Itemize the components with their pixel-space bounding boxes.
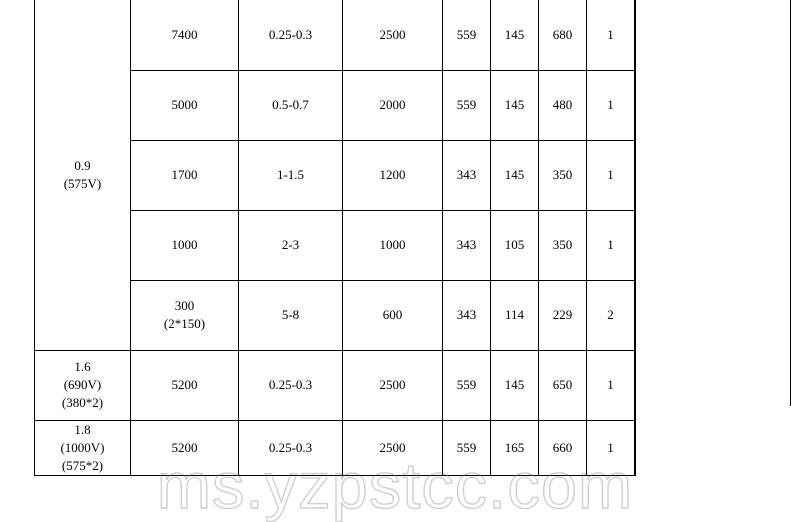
cell-c4: 343	[443, 210, 491, 280]
cell-c5: 145	[491, 350, 539, 420]
cell-c6: 680	[539, 0, 587, 70]
cell-c1: 5200	[131, 350, 239, 420]
cell-c4: 343	[443, 140, 491, 210]
cell-c7: 2	[587, 280, 635, 350]
cell-c1: 5000	[131, 70, 239, 140]
cell-c1: 1000	[131, 210, 239, 280]
cell-c7: 1	[587, 420, 635, 476]
cell-c4: 559	[443, 350, 491, 420]
cell-c7: 1	[587, 210, 635, 280]
cell-c2: 5-8	[239, 280, 343, 350]
cell-c6: 350	[539, 210, 587, 280]
cell-c5: 105	[491, 210, 539, 280]
table-row: 0.9(575V)74000.25-0.325005591456801	[35, 0, 635, 70]
cell-c6: 480	[539, 70, 587, 140]
cell-c2: 2-3	[239, 210, 343, 280]
table-row: 1.6(690V)(380*2)52000.25-0.3250055914565…	[35, 350, 635, 420]
cell-c7: 1	[587, 70, 635, 140]
cell-c3: 2000	[343, 70, 443, 140]
cell-c7: 1	[587, 0, 635, 70]
cell-c2: 0.5-0.7	[239, 70, 343, 140]
cell-c4: 559	[443, 70, 491, 140]
cell-c3: 1000	[343, 210, 443, 280]
cell-c5: 145	[491, 70, 539, 140]
cell-c4: 343	[443, 280, 491, 350]
cell-c3: 1200	[343, 140, 443, 210]
cell-c7: 1	[587, 350, 635, 420]
cell-c1: 5200	[131, 420, 239, 476]
cell-c3: 2500	[343, 0, 443, 70]
cell-c0: 1.6(690V)(380*2)	[35, 350, 131, 420]
cell-c6: 650	[539, 350, 587, 420]
cell-c5: 145	[491, 140, 539, 210]
cell-c5: 145	[491, 0, 539, 70]
cell-c2: 0.25-0.3	[239, 420, 343, 476]
cell-c3: 2500	[343, 420, 443, 476]
cell-c1: 7400	[131, 0, 239, 70]
cell-c3: 2500	[343, 350, 443, 420]
spec-table: 0.9(575V)74000.25-0.32500559145680150000…	[34, 0, 635, 476]
cell-c4: 559	[443, 420, 491, 476]
cell-c5: 165	[491, 420, 539, 476]
cell-c2: 0.25-0.3	[239, 350, 343, 420]
cell-c6: 660	[539, 420, 587, 476]
cell-c4: 559	[443, 0, 491, 70]
cell-c3: 600	[343, 280, 443, 350]
table-row: 1.8(1000V)(575*2)52000.25-0.325005591656…	[35, 420, 635, 476]
cell-c0: 0.9(575V)	[35, 0, 131, 350]
cell-c5: 114	[491, 280, 539, 350]
cell-c7: 1	[587, 140, 635, 210]
cell-c0: 1.8(1000V)(575*2)	[35, 420, 131, 476]
spec-table-wrap: 0.9(575V)74000.25-0.32500559145680150000…	[34, 0, 636, 476]
cell-c1: 1700	[131, 140, 239, 210]
cell-c2: 0.25-0.3	[239, 0, 343, 70]
cell-c6: 350	[539, 140, 587, 210]
cell-c2: 1-1.5	[239, 140, 343, 210]
cell-c6: 229	[539, 280, 587, 350]
spec-table-body: 0.9(575V)74000.25-0.32500559145680150000…	[35, 0, 635, 476]
cell-c1: 300(2*150)	[131, 280, 239, 350]
